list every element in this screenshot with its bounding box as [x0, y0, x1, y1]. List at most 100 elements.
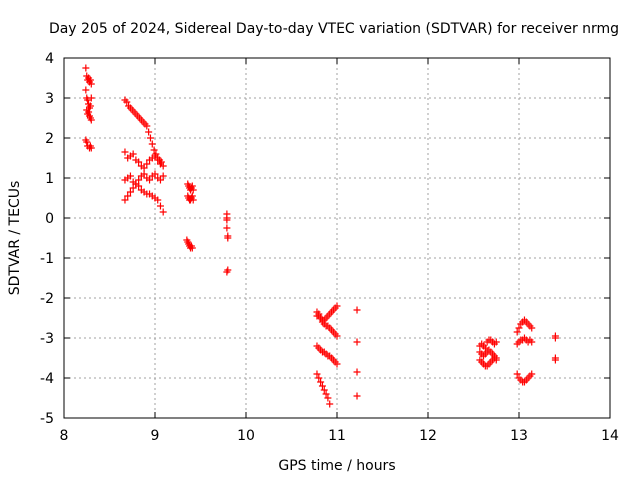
data-point	[317, 378, 325, 386]
y-axis-label: SDTVAR / TECUs	[7, 181, 23, 296]
data-point	[151, 170, 159, 178]
data-point	[492, 356, 500, 364]
x-tick-label: 10	[237, 428, 255, 444]
data-point	[84, 96, 92, 104]
data-point	[140, 170, 148, 178]
y-tick-label: -3	[40, 331, 54, 347]
y-tick-label: 4	[45, 51, 54, 67]
data-point	[126, 188, 134, 196]
x-tick-label: 11	[328, 428, 346, 444]
data-point	[353, 306, 361, 314]
data-point	[148, 140, 156, 148]
data-point	[146, 176, 154, 184]
data-point	[87, 94, 95, 102]
data-point	[353, 368, 361, 376]
data-point	[156, 202, 164, 210]
y-tick-label: 0	[45, 211, 54, 227]
data-point	[135, 158, 143, 166]
data-point	[313, 370, 321, 378]
data-point	[87, 116, 95, 124]
data-point	[324, 394, 332, 402]
data-point	[154, 156, 162, 164]
data-point	[481, 344, 489, 352]
data-point	[353, 338, 361, 346]
data-point	[189, 186, 197, 194]
data-point	[223, 216, 231, 224]
data-point	[159, 208, 167, 216]
x-tick-label: 12	[419, 428, 437, 444]
data-point	[129, 150, 137, 158]
data-point	[318, 382, 326, 390]
data-point	[87, 144, 95, 152]
data-point	[513, 370, 521, 378]
data-point	[124, 192, 132, 200]
data-point	[87, 80, 95, 88]
data-point	[492, 338, 500, 346]
data-point	[121, 196, 129, 204]
data-point	[82, 86, 90, 94]
data-point	[224, 234, 232, 242]
data-point	[528, 370, 536, 378]
data-point	[333, 302, 341, 310]
plot-frame	[63, 57, 611, 419]
data-point	[145, 128, 153, 136]
data-point	[150, 146, 158, 154]
y-tick-label: 1	[45, 171, 54, 187]
x-tick-label: 9	[151, 428, 160, 444]
y-tick-label: 3	[45, 91, 54, 107]
data-point	[146, 134, 154, 142]
data-point	[126, 172, 134, 180]
data-point	[188, 244, 196, 252]
data-point	[189, 196, 197, 204]
data-point	[83, 138, 91, 146]
data-point	[156, 176, 164, 184]
data-point	[326, 400, 334, 408]
data-point	[551, 334, 559, 342]
data-point	[143, 122, 151, 130]
data-point	[135, 182, 143, 190]
data-point	[86, 102, 94, 110]
data-point	[159, 162, 167, 170]
data-point	[317, 314, 325, 322]
data-point	[315, 310, 323, 318]
data-point	[143, 160, 151, 168]
data-point	[188, 192, 196, 200]
y-tick-label: -5	[40, 411, 54, 427]
data-point	[315, 374, 323, 382]
data-points	[82, 64, 559, 408]
data-point	[129, 184, 137, 192]
data-point	[135, 176, 143, 184]
data-point	[159, 172, 167, 180]
data-point	[333, 332, 341, 340]
x-tick-label: 8	[60, 428, 69, 444]
data-point	[123, 98, 131, 106]
data-point	[86, 76, 94, 84]
data-point	[551, 356, 559, 364]
x-axis-label: GPS time / hours	[278, 458, 395, 474]
x-tick-label: 13	[510, 428, 528, 444]
data-point	[322, 390, 330, 398]
data-point	[188, 182, 196, 190]
data-point	[320, 386, 328, 394]
y-tick-label: -2	[40, 291, 54, 307]
data-point	[223, 268, 231, 276]
data-point	[151, 152, 159, 160]
chart-title: Day 205 of 2024, Sidereal Day-to-day VTE…	[49, 21, 619, 37]
data-point	[333, 360, 341, 368]
data-point	[515, 324, 523, 332]
data-point	[121, 148, 129, 156]
data-point	[513, 328, 521, 336]
data-point	[140, 164, 148, 172]
data-point	[154, 196, 162, 204]
y-tick-label: -4	[40, 371, 54, 387]
y-tick-label: 2	[45, 131, 54, 147]
data-point	[82, 64, 90, 72]
data-point	[353, 392, 361, 400]
data-point	[528, 338, 536, 346]
y-tick-label: -1	[40, 251, 54, 267]
data-point	[85, 108, 93, 116]
data-point	[528, 324, 536, 332]
